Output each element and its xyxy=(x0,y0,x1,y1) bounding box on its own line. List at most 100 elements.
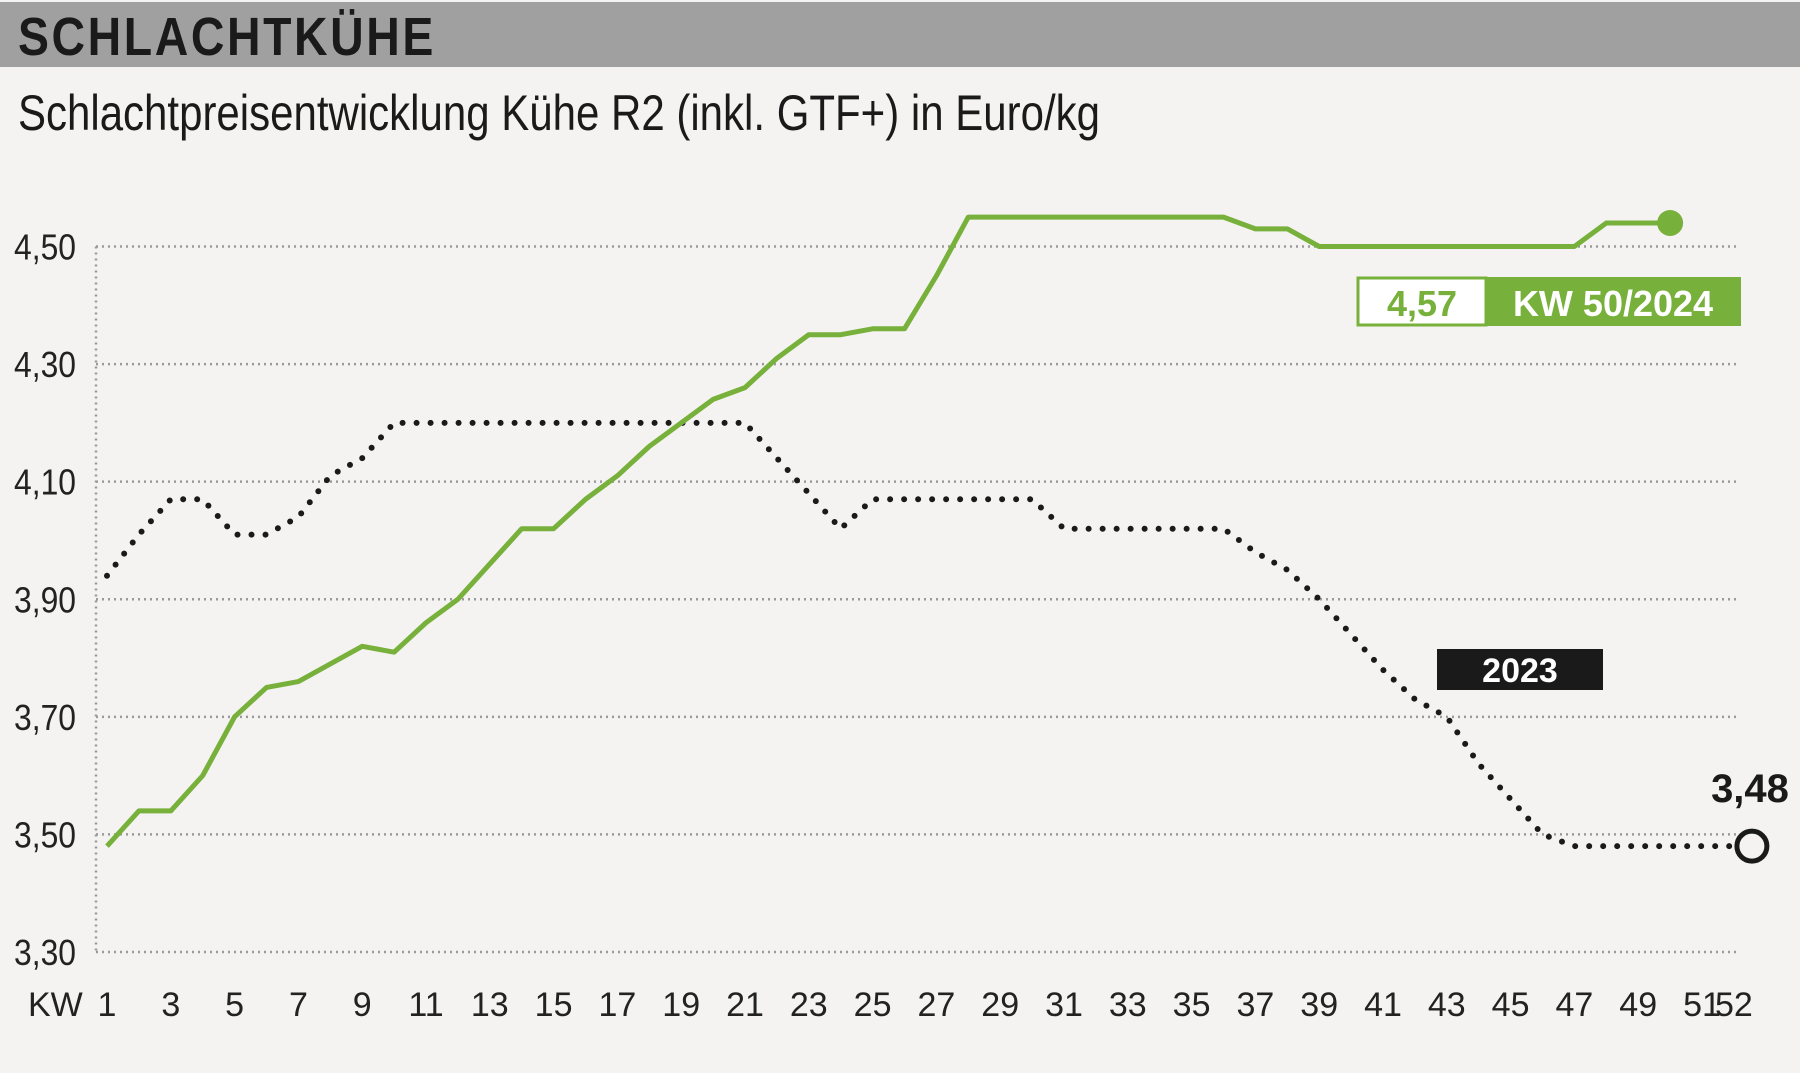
data-point-2023 xyxy=(583,420,589,426)
data-point-2023 xyxy=(359,455,365,461)
x-tick-label: 43 xyxy=(1428,986,1466,1024)
data-point-2024 xyxy=(1316,244,1322,250)
data-point-2023 xyxy=(1348,632,1354,638)
data-point-2023 xyxy=(1571,843,1577,849)
legend-2023-badge: 2023 xyxy=(1437,649,1603,690)
current-week-label: KW 50/2024 xyxy=(1513,283,1713,324)
data-point-2024 xyxy=(742,385,748,391)
data-point-2023 xyxy=(870,496,876,502)
data-point-2024 xyxy=(232,714,238,720)
data-point-2024 xyxy=(1061,214,1067,220)
x-tick-label: 35 xyxy=(1173,986,1211,1024)
category-bar: SCHLACHTKÜHE xyxy=(0,2,1800,67)
data-point-2024 xyxy=(136,808,142,814)
data-point-2024 xyxy=(1189,214,1195,220)
y-tick-label: 3,90 xyxy=(14,579,76,620)
data-point-2023 xyxy=(902,496,908,502)
data-point-2024 xyxy=(391,649,397,655)
data-point-2024 xyxy=(1252,226,1258,232)
line-2023 xyxy=(104,419,1737,850)
x-tick-label: 5 xyxy=(225,986,244,1024)
y-tick-label: 4,30 xyxy=(14,344,76,385)
data-point-2023 xyxy=(487,420,493,426)
x-tick-label: 9 xyxy=(353,986,372,1024)
data-point-2023 xyxy=(1699,843,1705,849)
data-point-2024 xyxy=(710,396,716,402)
end-marker-2024 xyxy=(1657,209,1684,236)
data-point-2023 xyxy=(551,420,557,426)
data-point-2023 xyxy=(423,420,429,426)
end-marker-2023 xyxy=(1734,828,1770,864)
data-point-2024 xyxy=(1603,220,1609,226)
data-point-2024 xyxy=(1284,226,1290,232)
data-point-2023 xyxy=(1540,831,1546,837)
x-tick-label: 7 xyxy=(289,986,308,1024)
data-point-2024 xyxy=(455,596,461,602)
data-point-2023 xyxy=(1476,761,1482,767)
series-2023 xyxy=(104,419,1770,864)
x-tick-label: 47 xyxy=(1555,986,1593,1024)
data-point-2023 xyxy=(1125,526,1131,532)
data-point-2023 xyxy=(455,420,461,426)
data-point-2023 xyxy=(965,496,971,502)
data-point-2024 xyxy=(997,214,1003,220)
data-point-2023 xyxy=(1221,526,1227,532)
data-point-2023 xyxy=(295,514,301,520)
x-tick-label: 52 xyxy=(1715,986,1753,1024)
data-point-2024 xyxy=(1125,214,1131,220)
data-point-2024 xyxy=(1508,244,1514,250)
data-point-2023 xyxy=(997,496,1003,502)
data-point-2023 xyxy=(806,490,812,496)
x-tick-label: 49 xyxy=(1619,986,1657,1024)
data-point-2023 xyxy=(264,532,270,538)
data-point-2024 xyxy=(1540,244,1546,250)
data-point-2024 xyxy=(423,620,429,626)
data-point-2023 xyxy=(391,420,397,426)
data-point-2023 xyxy=(1635,843,1641,849)
data-point-2024 xyxy=(583,496,589,502)
x-tick-label: 1 xyxy=(98,986,117,1024)
chart-title: Schlachtpreisentwicklung Kühe R2 (inkl. … xyxy=(18,85,1100,141)
legend-2023-label: 2023 xyxy=(1482,652,1558,690)
data-point-2024 xyxy=(806,332,812,338)
data-point-2023 xyxy=(1444,714,1450,720)
y-axis-labels: 4,50 4,30 4,10 3,90 3,70 3,50 3,30 xyxy=(14,227,76,974)
data-point-2024 xyxy=(1348,244,1354,250)
data-point-2023 xyxy=(742,420,748,426)
data-point-2023 xyxy=(104,573,110,579)
data-point-2023 xyxy=(136,532,142,538)
data-point-2024 xyxy=(487,561,493,567)
x-tick-label: 3 xyxy=(161,986,180,1024)
data-point-2024 xyxy=(168,808,174,814)
data-point-2023 xyxy=(1603,843,1609,849)
data-point-2023 xyxy=(1380,667,1386,673)
data-point-2024 xyxy=(933,273,939,279)
data-point-2024 xyxy=(870,326,876,332)
y-tick-label: 3,30 xyxy=(14,932,76,973)
line-2024 xyxy=(105,214,1671,848)
data-point-2023 xyxy=(200,496,206,502)
x-axis-labels: KW 1 3 5 7 9 11 13 15 17 19 21 23 25 27 29 31 33 35 37 39 41… xyxy=(28,986,1753,1024)
data-point-2023 xyxy=(232,532,238,538)
y-tick-label: 3,50 xyxy=(14,814,76,855)
data-point-2023 xyxy=(1093,526,1099,532)
data-point-2024 xyxy=(1093,214,1099,220)
x-tick-label: 21 xyxy=(726,986,764,1024)
end-value-2023-label: 3,48 xyxy=(1711,767,1789,811)
series-2024 xyxy=(105,209,1684,848)
grid xyxy=(94,245,1740,954)
data-point-2024 xyxy=(1380,244,1386,250)
series xyxy=(104,209,1770,864)
data-point-2024 xyxy=(264,684,270,690)
x-tick-label: 33 xyxy=(1109,986,1147,1024)
x-tick-label: 45 xyxy=(1492,986,1530,1024)
data-point-2024 xyxy=(200,773,206,779)
data-point-2023 xyxy=(1029,496,1035,502)
category-title: SCHLACHTKÜHE xyxy=(18,7,436,67)
y-tick-label: 4,10 xyxy=(14,462,76,503)
data-point-2024 xyxy=(1444,244,1450,250)
data-point-2024 xyxy=(1412,244,1418,250)
data-point-2023 xyxy=(1157,526,1163,532)
y-tick-label: 4,50 xyxy=(14,227,76,268)
